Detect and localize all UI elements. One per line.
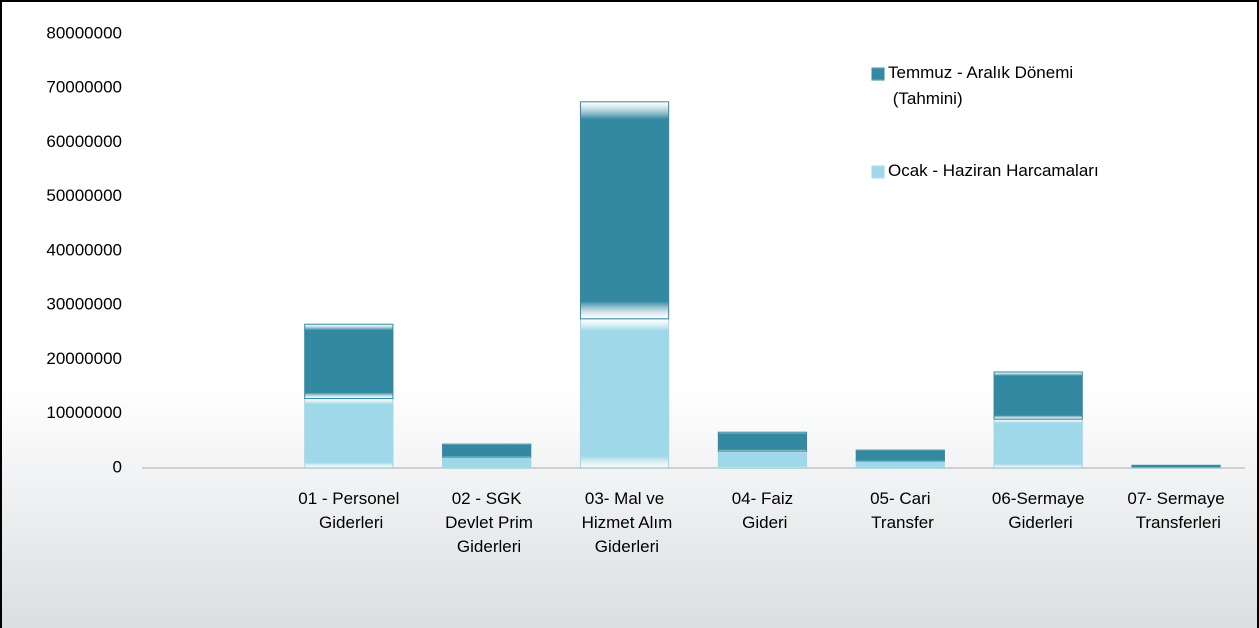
bar-segment: [717, 431, 808, 452]
x-tick-label: 05- Cari Transfer: [867, 489, 934, 532]
bar-segment: [442, 456, 532, 469]
y-tick-label: 20000000: [46, 349, 122, 368]
x-tick-label: 06-Sermaye Giderleri: [992, 489, 1085, 532]
bar-segment: [579, 318, 670, 469]
x-tick-label: 07- Sermaye Transferleri: [1127, 489, 1224, 532]
bar-segment: [304, 323, 394, 400]
x-tick-label: 01 - Personel Giderleri: [298, 489, 399, 532]
bar-segment: [993, 371, 1083, 420]
bar-segment: [1131, 464, 1221, 468]
y-tick-label: 0: [113, 457, 122, 476]
y-tick-label: 30000000: [46, 295, 122, 314]
x-tick-label: 02 - SGK Devlet Prim Giderleri: [440, 489, 533, 556]
bar-segment: [717, 450, 808, 469]
legend-label: Ocak - Haziran Harcamaları: [888, 161, 1099, 180]
legend-swatch: [871, 165, 885, 179]
legend-swatch: [871, 67, 885, 81]
y-tick-label: 40000000: [46, 240, 122, 259]
y-tick-label: 60000000: [46, 132, 122, 151]
x-tick-label: 03- Mal ve Hizmet Alım Giderleri: [577, 489, 672, 556]
bar-segment: [304, 398, 394, 469]
bar-segment: [855, 449, 945, 462]
x-tick-label: 04- Faiz Gideri: [732, 489, 793, 532]
bar-segment: [442, 443, 532, 458]
bar-segment: [579, 101, 670, 320]
y-tick-label: 70000000: [46, 78, 122, 97]
y-tick-label: 10000000: [46, 403, 122, 422]
legend-label: Temmuz - Aralık Dönemi (Tahmini): [888, 63, 1073, 108]
y-tick-label: 50000000: [46, 186, 122, 205]
y-tick-label: 80000000: [46, 23, 122, 42]
bar-segment: [855, 460, 945, 469]
bar-segment: [993, 418, 1083, 469]
